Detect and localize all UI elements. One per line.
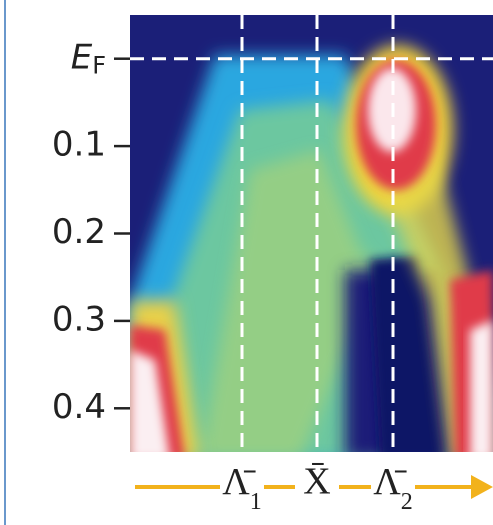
high-symmetry-lines bbox=[240, 15, 395, 452]
k-arrow-head bbox=[471, 475, 493, 499]
intensity-map bbox=[130, 15, 493, 452]
label-bg bbox=[371, 462, 415, 512]
y-tick-label: 0.4 bbox=[52, 387, 106, 427]
label-bg bbox=[295, 462, 339, 512]
y-tick-label: 0.2 bbox=[52, 212, 106, 252]
y-tick-label: 0.3 bbox=[52, 299, 106, 339]
x-label: X̄ bbox=[303, 461, 330, 503]
y-tick-label: 0.1 bbox=[52, 125, 106, 165]
label-bg bbox=[220, 462, 264, 512]
y-tick-label: EF bbox=[71, 37, 106, 79]
